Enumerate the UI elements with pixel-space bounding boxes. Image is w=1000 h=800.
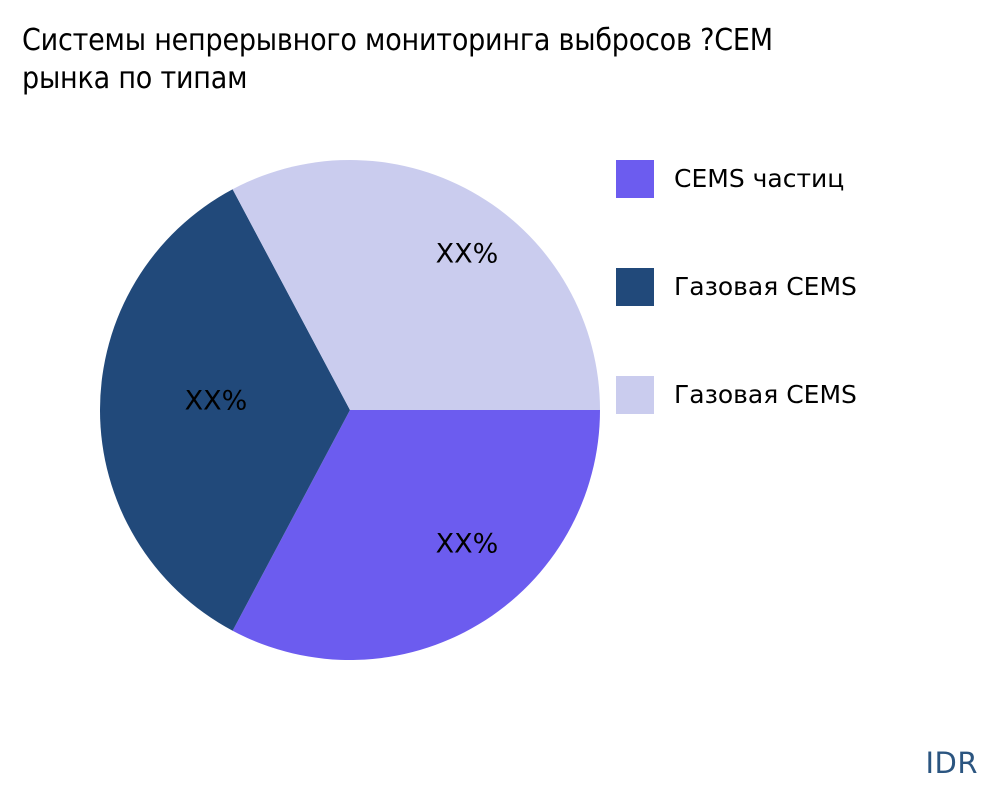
idr-watermark: IDR — [925, 746, 978, 780]
chart-legend: CEMS частиц Газовая CEMS Газовая CEMS — [616, 160, 996, 414]
legend-swatch-icon-1 — [616, 268, 654, 306]
legend-item-1[interactable]: Газовая CEMS — [616, 268, 996, 306]
legend-swatch-icon-2 — [616, 376, 654, 414]
pie-slice-label-0: XX% — [436, 529, 499, 560]
legend-label-1: Газовая CEMS — [674, 272, 857, 301]
chart-title-line-2: рынка по типам — [22, 61, 248, 96]
legend-item-2[interactable]: Газовая CEMS — [616, 376, 996, 414]
chart-title-line-1: Системы непрерывного мониторинга выбросо… — [22, 23, 773, 58]
legend-swatch-icon-0 — [616, 160, 654, 198]
pie-svg: XX% XX% XX% — [99, 159, 600, 661]
legend-item-0[interactable]: CEMS частиц — [616, 160, 996, 198]
pie-plot-area: XX% XX% XX% — [99, 159, 600, 661]
pie-slice-label-2: XX% — [436, 239, 499, 270]
pie-slice-group — [99, 159, 600, 661]
chart-title: Системы непрерывного мониторинга выбросо… — [22, 22, 1000, 98]
pie-slice-2[interactable] — [232, 159, 600, 410]
pie-slice-1[interactable] — [99, 189, 350, 631]
pie-label-group: XX% XX% XX% — [185, 239, 499, 560]
legend-label-0: CEMS частиц — [674, 164, 845, 193]
pie-slice-label-1: XX% — [185, 386, 248, 417]
legend-label-2: Газовая CEMS — [674, 380, 857, 409]
pie-slice-0[interactable] — [232, 410, 600, 661]
